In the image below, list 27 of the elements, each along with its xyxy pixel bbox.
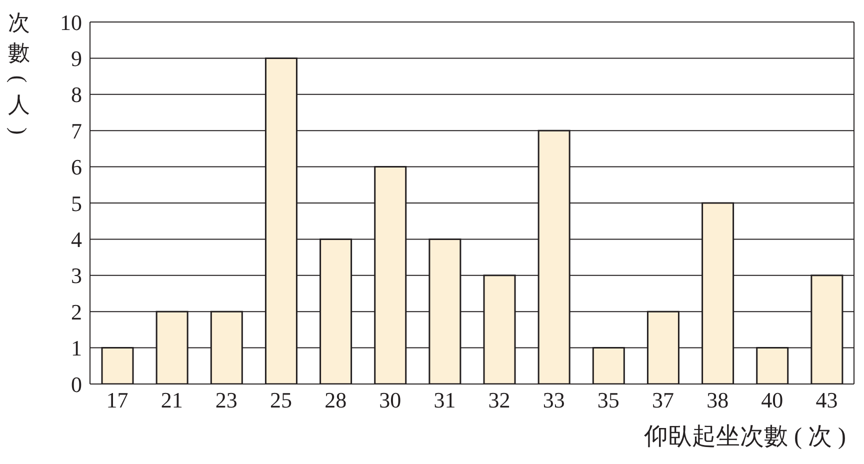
y-tick-label: 2 (71, 299, 82, 324)
y-tick-label: 9 (71, 46, 82, 72)
x-tick-label: 43 (816, 388, 838, 413)
y-tick-label: 3 (71, 263, 82, 288)
x-tick-label: 35 (597, 388, 620, 413)
x-tick-label: 17 (106, 388, 128, 413)
y-axis-title: 次數(人) (6, 9, 33, 135)
y-tick-label: 0 (71, 372, 82, 397)
x-tick-label: 33 (542, 388, 565, 413)
x-tick-label: 31 (434, 388, 456, 413)
x-tick-label: 40 (761, 388, 784, 413)
y-tick-label: 6 (71, 154, 82, 180)
x-tick-label: 37 (652, 388, 674, 413)
x-tick-label: 25 (270, 388, 292, 413)
y-tick-label: 4 (71, 227, 82, 252)
x-axis-title: 仰臥起坐次數 ( 次 ) (644, 423, 846, 452)
x-tick-label: 30 (379, 388, 402, 413)
y-tick-label: 8 (71, 82, 82, 108)
y-tick-label: 7 (71, 118, 82, 144)
x-tick-label: 32 (488, 388, 510, 413)
x-tick-label: 28 (324, 388, 347, 413)
y-tick-label: 1 (71, 336, 82, 361)
x-tick-label: 38 (706, 388, 729, 413)
y-tick-label: 5 (71, 190, 82, 216)
x-tick-label: 23 (215, 388, 238, 413)
x-tick-label: 21 (160, 388, 183, 413)
y-tick-label: 10 (60, 10, 82, 35)
